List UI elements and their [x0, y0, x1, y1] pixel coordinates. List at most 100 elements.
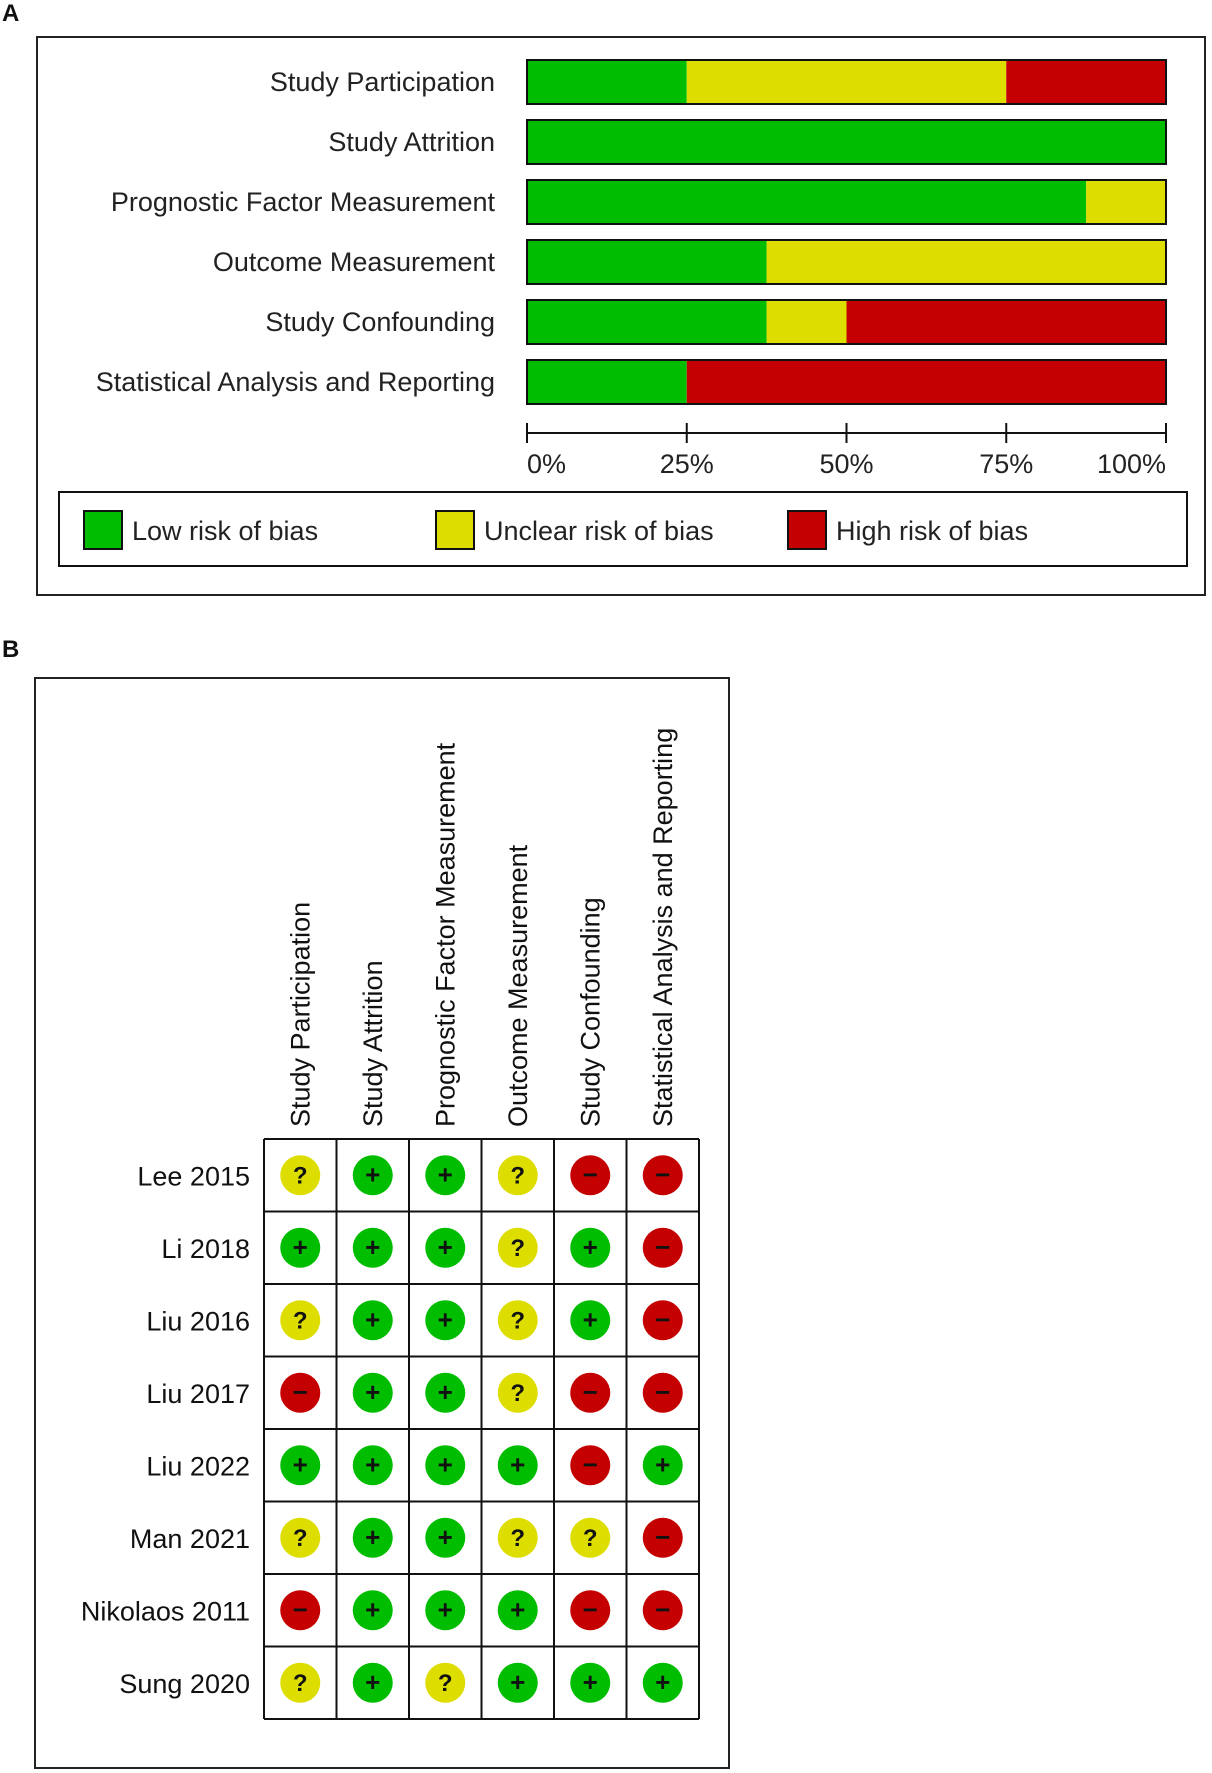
x-tick-label-50: 50% — [819, 449, 873, 479]
judgement-circle-unclear — [497, 1372, 538, 1413]
judgement-circle-low — [497, 1445, 538, 1486]
judgement-circle-high — [642, 1227, 683, 1268]
bar-segment-study-attrition-low-risk-of-bias — [527, 120, 1166, 164]
judgement-symbol-low: + — [365, 1594, 380, 1624]
judgement-circle-low — [425, 1300, 466, 1341]
legend-label-high-risk-of-bias: High risk of bias — [836, 516, 1028, 546]
judgement-symbol-high: − — [655, 1159, 670, 1189]
legend-swatch-unclear-risk-of-bias — [435, 510, 475, 550]
judgement-circle-low — [497, 1662, 538, 1703]
judgement-circle-high — [570, 1445, 611, 1486]
judgement-circle-low — [352, 1155, 393, 1196]
bar-segment-study-participation-low-risk-of-bias — [527, 60, 687, 104]
study-label-man-2021: Man 2021 — [130, 1524, 250, 1554]
judgement-circle-low — [642, 1662, 683, 1703]
bar-outline-prognostic-factor-measurement — [526, 179, 1167, 225]
judgement-symbol-low: + — [438, 1449, 453, 1479]
judgement-circle-unclear — [497, 1517, 538, 1558]
judgement-circle-unclear — [425, 1662, 466, 1703]
judgement-circle-unclear — [280, 1155, 321, 1196]
judgement-symbol-unclear: ? — [510, 1380, 525, 1407]
x-tick-label-25: 25% — [660, 449, 714, 479]
judgement-circle-low — [352, 1590, 393, 1631]
judgement-symbol-unclear: ? — [510, 1307, 525, 1334]
judgement-symbol-low: + — [293, 1449, 308, 1479]
judgement-circle-low — [425, 1590, 466, 1631]
judgement-circle-low — [352, 1300, 393, 1341]
bar-segment-statistical-analysis-and-reporting-low-risk-of-bias — [527, 360, 687, 404]
bar-segment-prognostic-factor-measurement-low-risk-of-bias — [527, 180, 1087, 224]
judgement-circle-low — [570, 1300, 611, 1341]
judgement-circle-unclear — [497, 1300, 538, 1341]
judgement-symbol-low: + — [655, 1449, 670, 1479]
x-tick-label-0: 0% — [527, 449, 566, 479]
judgement-circle-low — [497, 1590, 538, 1631]
judgement-symbol-low: + — [438, 1522, 453, 1552]
judgement-symbol-low: + — [510, 1449, 525, 1479]
column-header-prognostic-factor-measurement: Prognostic Factor Measurement — [430, 742, 460, 1127]
judgement-symbol-unclear: ? — [293, 1307, 308, 1334]
judgement-symbol-low: + — [365, 1159, 380, 1189]
bar-segment-prognostic-factor-measurement-unclear-risk-of-bias — [1086, 180, 1166, 224]
judgement-symbol-unclear: ? — [293, 1525, 308, 1552]
judgement-circle-unclear — [280, 1662, 321, 1703]
legend-swatch-low-risk-of-bias — [83, 510, 123, 550]
study-label-nikolaos-2011: Nikolaos 2011 — [81, 1596, 250, 1626]
bar-segment-study-confounding-low-risk-of-bias — [527, 300, 767, 344]
judgement-circle-low — [642, 1445, 683, 1486]
judgement-symbol-high: − — [655, 1377, 670, 1407]
x-tick-label-100: 100% — [1097, 449, 1166, 479]
legend-box — [58, 491, 1188, 567]
judgement-symbol-low: + — [510, 1594, 525, 1624]
category-label-statistical-analysis-and-reporting: Statistical Analysis and Reporting — [96, 367, 495, 397]
judgement-symbol-low: + — [438, 1304, 453, 1334]
judgement-symbol-high: − — [583, 1594, 598, 1624]
judgement-circle-low — [280, 1445, 321, 1486]
category-label-outcome-measurement: Outcome Measurement — [213, 247, 496, 277]
judgement-symbol-unclear: ? — [293, 1162, 308, 1189]
study-label-liu-2017: Liu 2017 — [146, 1379, 250, 1409]
panel-b-letter: B — [2, 636, 20, 663]
judgement-symbol-low: + — [365, 1667, 380, 1697]
judgement-symbol-low: + — [583, 1304, 598, 1334]
judgement-circle-low — [280, 1227, 321, 1268]
column-header-study-confounding: Study Confounding — [575, 897, 605, 1127]
judgement-symbol-low: + — [365, 1377, 380, 1407]
judgement-symbol-high: − — [655, 1522, 670, 1552]
judgement-symbol-unclear: ? — [583, 1525, 598, 1552]
judgement-symbol-high: − — [655, 1304, 670, 1334]
judgement-circle-low — [425, 1517, 466, 1558]
bar-outline-study-confounding — [526, 299, 1167, 345]
judgement-symbol-low: + — [365, 1232, 380, 1262]
judgement-symbol-high: − — [583, 1377, 598, 1407]
judgement-symbol-high: − — [655, 1594, 670, 1624]
judgement-symbol-high: − — [583, 1449, 598, 1479]
judgement-circle-high — [642, 1300, 683, 1341]
judgement-circle-high — [642, 1590, 683, 1631]
judgement-symbol-low: + — [365, 1304, 380, 1334]
judgement-circle-unclear — [497, 1227, 538, 1268]
judgement-symbol-unclear: ? — [510, 1235, 525, 1262]
study-label-lee-2015: Lee 2015 — [137, 1161, 250, 1191]
bar-chart-svg: Study Participation Study Attrition Progno… — [58, 59, 1188, 567]
bar-segment-study-participation-high-risk-of-bias — [1006, 60, 1166, 104]
bar-outline-outcome-measurement — [526, 239, 1167, 285]
bar-outline-study-attrition — [526, 119, 1167, 165]
judgement-circle-unclear — [280, 1300, 321, 1341]
judgement-circle-unclear — [570, 1517, 611, 1558]
column-header-statistical-analysis-and-reporting: Statistical Analysis and Reporting — [648, 728, 678, 1127]
judgement-circle-low — [352, 1445, 393, 1486]
judgement-circle-low — [425, 1445, 466, 1486]
judgement-circle-unclear — [497, 1155, 538, 1196]
study-label-sung-2020: Sung 2020 — [119, 1669, 250, 1699]
judgement-symbol-low: + — [510, 1667, 525, 1697]
judgement-symbol-low: + — [293, 1232, 308, 1262]
bar-segment-study-participation-unclear-risk-of-bias — [686, 60, 1007, 104]
panel-a-letter: A — [2, 0, 20, 27]
judgement-circle-high — [280, 1590, 321, 1631]
column-header-outcome-measurement: Outcome Measurement — [503, 844, 533, 1127]
judgement-circle-high — [570, 1155, 611, 1196]
judgement-circle-unclear — [280, 1517, 321, 1558]
judgement-symbol-low: + — [438, 1232, 453, 1262]
judgement-circle-high — [642, 1372, 683, 1413]
